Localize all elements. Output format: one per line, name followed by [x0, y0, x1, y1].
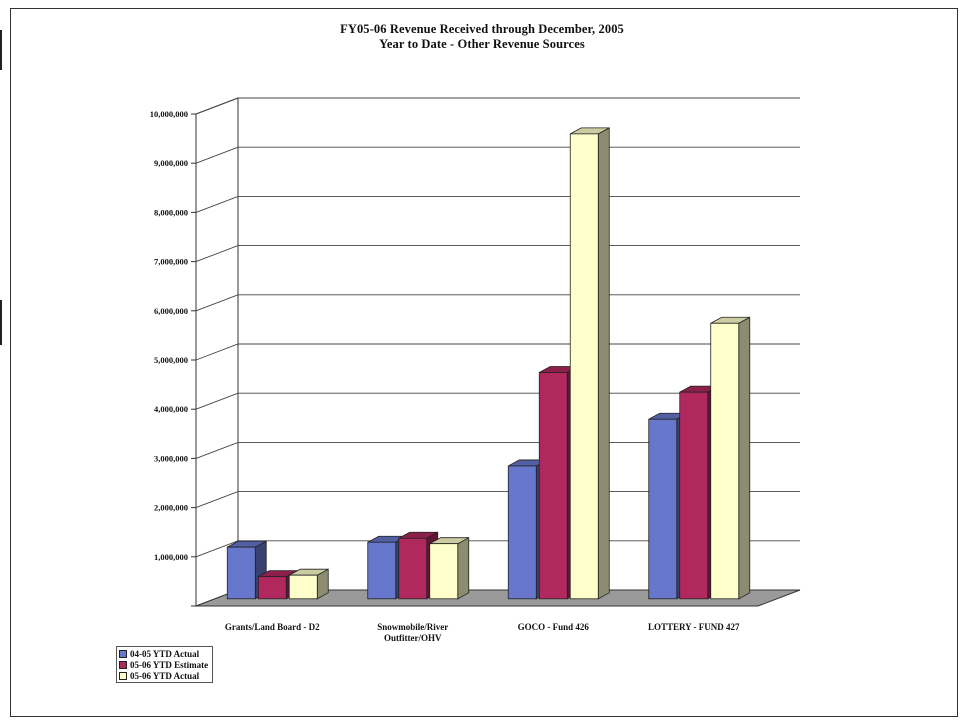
legend-item: 04-05 YTD Actual [119, 648, 208, 659]
gridline [195, 195, 800, 213]
bar [257, 576, 287, 600]
gridline [195, 146, 800, 164]
bar-side [597, 127, 610, 600]
legend-label: 04-05 YTD Actual [130, 648, 200, 659]
bar [226, 546, 256, 600]
legend-swatch [119, 649, 127, 658]
y-tick-label: 5,000,000 [154, 355, 188, 365]
gridline [195, 392, 800, 410]
legend-item: 05-06 YTD Estimate [119, 659, 208, 670]
chart-title-block: FY05-06 Revenue Received through Decembe… [0, 22, 964, 52]
gridline [195, 491, 800, 509]
bar [569, 133, 599, 600]
y-tick-label: 3,000,000 [154, 453, 188, 463]
bar [679, 391, 709, 600]
x-tick-label: GOCO - Fund 426 [518, 622, 590, 632]
legend-swatch [119, 671, 127, 680]
y-tick-label: 6,000,000 [154, 306, 188, 316]
bar [538, 372, 568, 600]
gridline [195, 294, 800, 312]
x-tick-label: LOTTERY - FUND 427 [648, 622, 740, 632]
y-tick-label: 4,000,000 [154, 404, 188, 414]
gridline [195, 245, 800, 263]
gridline [195, 540, 800, 558]
y-tick-label: 8,000,000 [154, 207, 188, 217]
y-tick-label: 2,000,000 [154, 503, 188, 513]
bar [288, 574, 318, 600]
bar [429, 543, 459, 600]
bar [648, 418, 678, 600]
bar-side [738, 316, 751, 600]
x-tick-label: Grants/Land Board - D2 [225, 622, 320, 632]
legend-swatch [119, 660, 127, 669]
edge-mark [0, 300, 2, 345]
x-tick-label: Outfitter/OHV [384, 633, 442, 643]
y-tick-label: 7,000,000 [154, 257, 188, 267]
y-tick-label: 1,000,000 [154, 552, 188, 562]
bar [398, 537, 428, 600]
y-tick-label: 10,000,000 [150, 109, 188, 119]
bar-side [457, 537, 470, 600]
legend-item: 05-06 YTD Actual [119, 670, 208, 681]
y-tick-label: 9,000,000 [154, 158, 188, 168]
bar [367, 541, 397, 600]
edge-mark [0, 30, 2, 70]
bar [507, 465, 537, 600]
bar [710, 322, 740, 600]
gridline [195, 441, 800, 459]
legend: 04-05 YTD Actual 05-06 YTD Estimate 05-06 … [116, 646, 214, 683]
chart-subtitle: Year to Date - Other Revenue Sources [379, 37, 585, 51]
x-tick-label: Snowmobile/River [377, 622, 448, 632]
gridline [195, 97, 800, 115]
gridline [195, 343, 800, 361]
legend-label: 05-06 YTD Actual [130, 670, 200, 681]
chart-title: FY05-06 Revenue Received through Decembe… [340, 22, 624, 36]
legend-label: 05-06 YTD Estimate [130, 659, 209, 670]
